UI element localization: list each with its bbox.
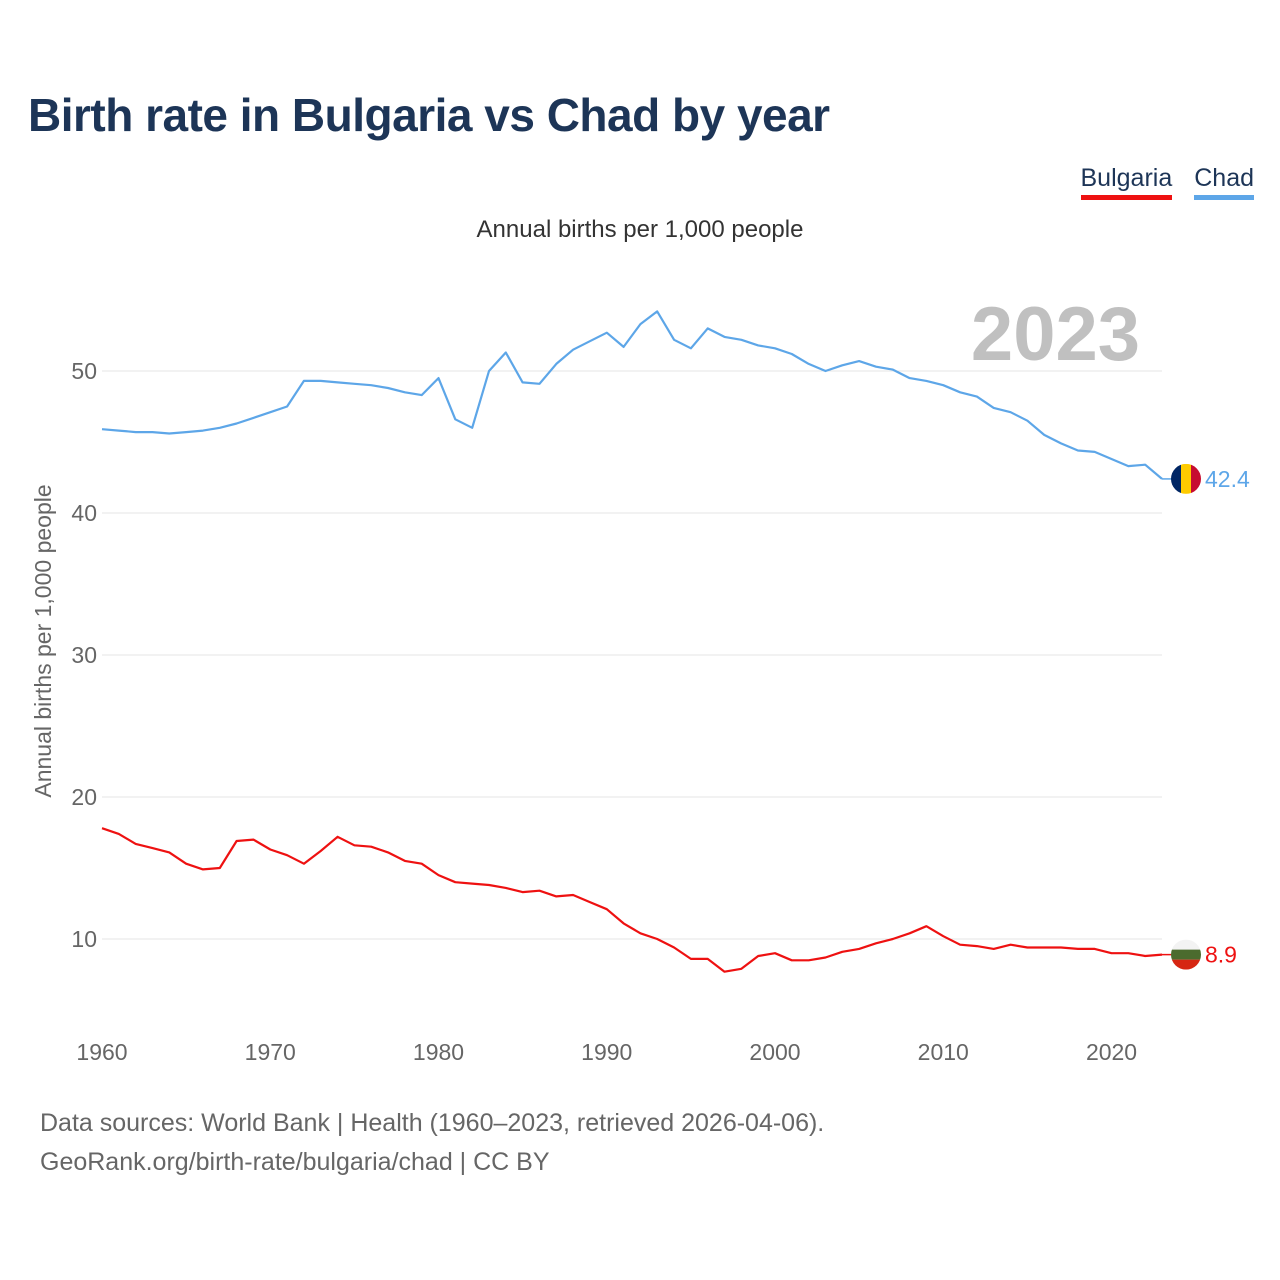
- bulgaria-flag-icon: [1171, 939, 1201, 970]
- footer: Data sources: World Bank | Health (1960–…: [40, 1104, 824, 1182]
- credit-link[interactable]: GeoRank.org/birth-rate/bulgaria/chad | C…: [40, 1148, 550, 1176]
- chad-flag-icon: [1171, 463, 1201, 494]
- end-label-chad: 42.4: [1205, 466, 1250, 492]
- x-tick-label: 1970: [245, 1039, 296, 1065]
- series-lines: [101, 310, 1163, 973]
- x-tick-label: 2020: [1086, 1039, 1137, 1065]
- chart-subtitle: Annual births per 1,000 people: [476, 216, 804, 243]
- y-axis-label: Annual births per 1,000 people: [30, 484, 56, 797]
- y-tick-label: 40: [71, 500, 97, 526]
- x-tick-label: 2000: [749, 1039, 800, 1065]
- y-tick-label: 10: [71, 926, 97, 952]
- x-tick-label: 1990: [581, 1039, 632, 1065]
- series-line-bulgaria[interactable]: [101, 827, 1163, 973]
- legend: Bulgaria Chad: [1080, 164, 1254, 200]
- series-line-chad[interactable]: [101, 310, 1163, 480]
- y-tick-label: 20: [71, 784, 97, 810]
- x-tick-label: 1980: [413, 1039, 464, 1065]
- y-tick-label: 30: [71, 642, 97, 668]
- x-axis-ticks: 1960 1970 1980 1990 2000 2010 2020: [76, 1039, 1137, 1065]
- y-tick-label: 50: [71, 358, 97, 384]
- chart-title: Birth rate in Bulgaria vs Chad by year: [28, 89, 830, 141]
- source-note: Data sources: World Bank | Health (1960–…: [40, 1109, 825, 1137]
- end-label-bulgaria: 8.9: [1205, 942, 1237, 968]
- x-tick-label: 2010: [918, 1039, 969, 1065]
- x-tick-label: 1960: [76, 1039, 127, 1065]
- gridlines: [102, 370, 1162, 940]
- legend-item-bulgaria[interactable]: Bulgaria: [1080, 164, 1173, 200]
- year-stamp: 2023: [971, 292, 1140, 377]
- legend-item-chad[interactable]: Chad: [1194, 164, 1254, 200]
- y-axis-ticks: 10 20 30 40 50: [71, 358, 97, 952]
- end-markers: 8.9 42.4: [1162, 463, 1250, 970]
